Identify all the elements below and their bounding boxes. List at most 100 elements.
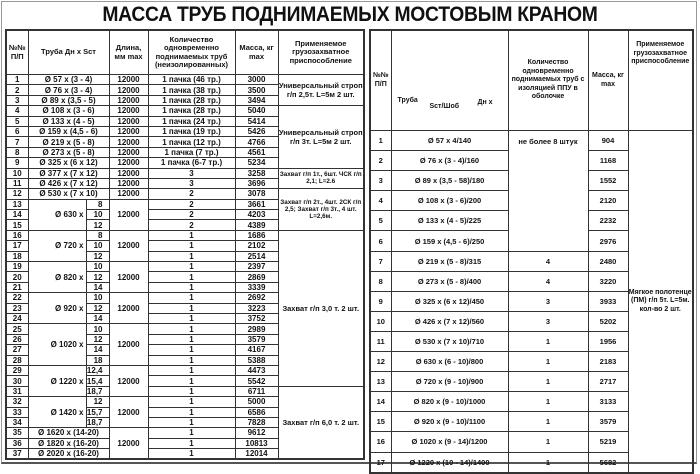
header-number: №№ П/П <box>369 29 392 131</box>
header-mass: Масса, кг max <box>587 29 629 131</box>
pipe-mass: 5219 <box>587 431 629 453</box>
table-row: 15 Ø 920 x (9 - 10)/1100 1 3579 <box>369 411 693 433</box>
lift-quantity: 1 <box>147 396 236 408</box>
pipe-wall: 10 <box>85 240 110 252</box>
lift-quantity: 2 <box>147 219 236 231</box>
pipe-mass: 5234 <box>234 157 279 169</box>
pipe-diameter: Ø 1020 x <box>27 323 87 366</box>
pipe-length: 12000 <box>108 261 149 294</box>
lift-quantity: 2 <box>147 188 236 200</box>
row-number: 15 <box>5 219 29 231</box>
row-number: 1 <box>369 129 392 152</box>
row-number: 20 <box>5 271 29 283</box>
pipe-size: Ø 1620 x (14-20) <box>27 427 110 439</box>
row-number: 17 <box>5 240 29 252</box>
row-number: 7 <box>5 136 29 148</box>
lift-quantity: 1 <box>147 281 236 294</box>
pipe-size: Ø 820 x (9 - 10)/1000 <box>390 391 509 413</box>
pipe-size: Ø 57 x 4/140 <box>390 129 509 152</box>
pipe-length: 12000 <box>108 167 149 179</box>
lift-quantity: не более 8 штук <box>507 130 589 252</box>
row-number: 2 <box>5 84 29 96</box>
pipe-mass: 3752 <box>234 312 279 325</box>
row-number: 5 <box>5 115 29 127</box>
lift-quantity: 1 <box>147 354 236 366</box>
row-number: 19 <box>5 261 29 273</box>
pipe-wall: 12 <box>85 333 110 346</box>
row-number: 16 <box>369 431 392 453</box>
row-number: 5 <box>369 210 392 232</box>
pipe-size: Ø 530 x (7 x 10)/710 <box>390 330 509 353</box>
pipe-mass: 4389 <box>234 219 279 231</box>
pipe-wall: 10 <box>85 261 110 273</box>
pipe-size: Ø 159 x (4,5 - 6)/250 <box>390 230 509 252</box>
pipe-mass: 2976 <box>587 230 629 252</box>
lift-quantity: 1 <box>507 431 589 453</box>
header-pipe: Труба Дн х Sст <box>27 29 110 75</box>
header-diameter-label: Дн х <box>477 99 493 106</box>
pipe-mass: 3500 <box>234 84 279 96</box>
lift-quantity: 1 <box>147 323 236 335</box>
row-number: 23 <box>5 302 29 315</box>
lift-quantity: 1 <box>507 391 589 413</box>
row-number: 8 <box>5 146 29 159</box>
page-frame <box>1 1 697 464</box>
pipe-mass: 3000 <box>234 73 279 86</box>
pipe-size: Ø 1820 x (16-20) <box>27 437 110 450</box>
lift-quantity: 1 <box>147 344 236 356</box>
pipe-length: 12000 <box>108 177 149 190</box>
lift-quantity: 2 <box>147 209 236 221</box>
pipe-wall: 10 <box>85 209 110 221</box>
pipe-diameter: Ø 1420 x <box>27 396 87 429</box>
pipe-size: Ø 273 x (5 - 8) <box>27 146 110 159</box>
lift-quantity: 1 <box>147 406 236 418</box>
pipe-length: 12000 <box>108 136 149 148</box>
pipe-wall: 12 <box>85 271 110 283</box>
pipe-mass: 4473 <box>234 364 279 377</box>
pipe-mass: 3078 <box>234 188 279 200</box>
lift-quantity: 1 <box>147 240 236 252</box>
pipe-wall: 12 <box>85 302 110 315</box>
pipe-size: Ø 2020 x (16-20) <box>27 448 110 460</box>
row-number: 9 <box>369 290 392 312</box>
table-row: 16 Ø 1020 x (9 - 14)/1200 1 5219 <box>369 431 693 453</box>
pipe-mass: 3133 <box>587 391 629 413</box>
row-number: 31 <box>5 385 29 398</box>
lifting-fixture: Захват г/п 1т., 6шт. ЧСК г/п 2,1; L=2.6 <box>277 167 365 190</box>
lift-quantity: 1 пачка (28 тр.) <box>147 105 236 117</box>
header-fixture: Применяемое грузозахватное приспособлени… <box>277 29 365 75</box>
pipe-mass: 3579 <box>234 333 279 346</box>
pipe-wall: 8 <box>85 198 110 211</box>
pipe-mass: 3258 <box>234 167 279 179</box>
lift-quantity: 1 пачка (24 тр.) <box>147 115 236 127</box>
row-number: 26 <box>5 333 29 346</box>
lifting-fixture: Универсальный строп г/п 2,5т. L=5м 2 шт. <box>277 73 365 107</box>
pipe-size: Ø 377 x (7 x 12) <box>27 167 110 179</box>
lift-quantity: 3 <box>147 177 236 190</box>
table-row: 14 10 2 4203 <box>5 209 364 221</box>
pipe-size: Ø 89 x (3,5 - 58)/180 <box>390 170 509 192</box>
pipe-diameter: Ø 720 x <box>27 229 87 263</box>
pipe-size: Ø 133 x (4 - 5)/225 <box>390 210 509 232</box>
table-row: 11 Ø 530 x (7 x 10)/710 1 1956 <box>369 330 693 353</box>
pipe-mass: 2692 <box>234 292 279 304</box>
pipe-size: Ø 133 x (4 - 5) <box>27 115 110 127</box>
lift-quantity: 1 <box>507 330 589 353</box>
lift-quantity: 1 <box>147 375 236 387</box>
pipe-length: 12000 <box>108 427 149 460</box>
lift-quantity: 1 <box>507 351 589 373</box>
table-row: 16 Ø 720 x 8 12000 1 1686 Захват г/п 3,0 т. 2 … <box>5 229 365 387</box>
header-quantity: Количество одновременно поднимаемых труб… <box>507 29 589 131</box>
row-number: 30 <box>5 375 29 387</box>
pipe-mass: 2869 <box>234 271 279 283</box>
pipe-size: Ø 108 x (3 - 6)/200 <box>390 190 509 212</box>
row-number: 3 <box>369 170 392 192</box>
lifting-fixture: Мягкое полотенце (ПМ) г/п 5т. L=5м. кол-… <box>627 129 694 474</box>
pipe-wall: 14 <box>85 312 110 325</box>
lift-quantity: 1 <box>507 371 589 393</box>
pipe-mass: 1956 <box>587 330 629 353</box>
